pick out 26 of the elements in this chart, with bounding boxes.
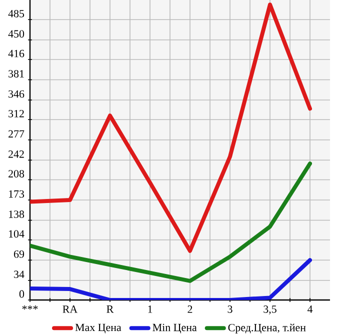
x-tick-label: R [106,306,114,313]
y-tick-label: 0 [19,290,24,298]
x-tick-label: 3 [228,306,232,313]
legend-label: Сред.Цена, т.йен [228,324,306,334]
x-tick-label: 3,5 [264,306,276,314]
y-tick-label: 208 [8,170,24,178]
y-tick-label: 138 [9,210,24,218]
x-tick-label: *** [22,306,38,310]
y-tick-label: 104 [9,230,24,238]
y-tick-label: 450 [8,30,24,38]
y-tick-label: 416 [8,50,24,58]
y-tick-label: 69 [14,250,24,258]
x-tick-label: 1 [148,306,152,313]
y-tick-label: 312 [8,110,24,118]
y-tick-label: 485 [8,10,24,18]
legend-label: Max Цена [75,324,122,334]
y-tick-label: 242 [8,150,24,158]
x-tick-label: RA [62,306,78,313]
x-tick-label: 4 [307,306,313,313]
y-tick-label: 34 [14,270,24,278]
y-tick-label: 381 [8,70,24,78]
legend-label: Min Цена [152,324,197,334]
x-tick-label: 2 [188,306,192,313]
y-tick-label: 173 [9,190,24,198]
y-tick-label: 346 [8,90,24,98]
y-tick-label: 277 [8,130,24,138]
